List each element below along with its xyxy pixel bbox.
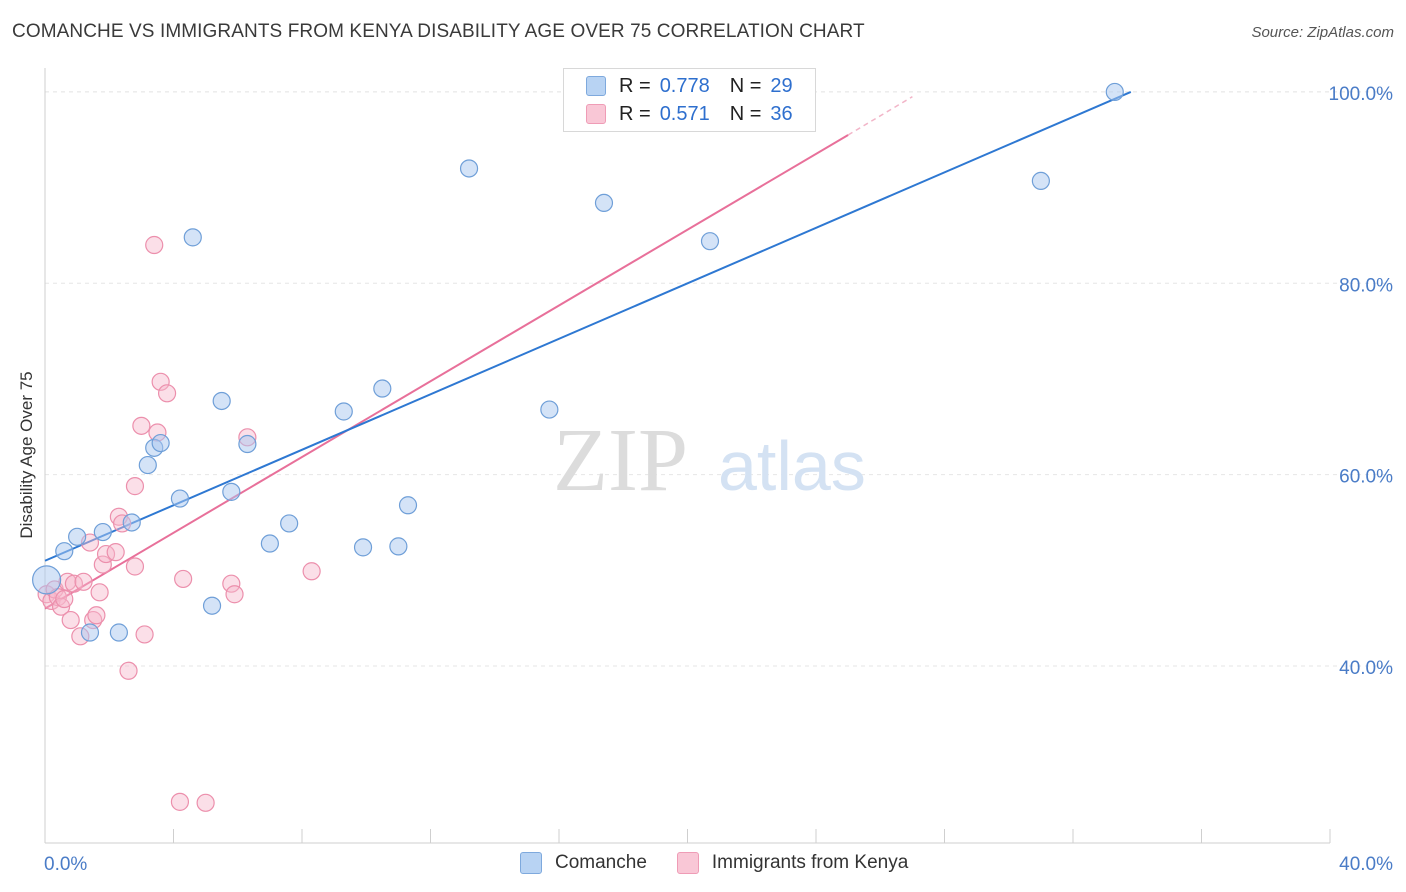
watermark-zip: ZIP	[553, 411, 688, 510]
legend-row-kenya: R = 0.571 N = 36	[586, 101, 793, 127]
legend-item-kenya: Immigrants from Kenya	[676, 852, 909, 874]
comanche-legend-label: Comanche	[555, 852, 647, 873]
comanche-trend-line	[44, 91, 1132, 562]
comanche-point	[260, 534, 279, 553]
comanche-point	[389, 537, 408, 556]
comanche-point	[55, 542, 74, 561]
comanche-point	[353, 538, 373, 557]
comanche-r-value: 0.778	[659, 74, 710, 97]
kenya-point	[93, 555, 112, 574]
comanche-point	[170, 489, 190, 508]
kenya-point	[90, 583, 109, 602]
kenya-trend-extension	[847, 96, 913, 136]
x-tick-label-min: 0.0%	[44, 854, 87, 875]
y-tick-label: 80.0%	[1339, 275, 1393, 296]
comanche-n-value: 29	[770, 74, 793, 97]
kenya-point	[302, 562, 321, 581]
comanche-point	[238, 434, 257, 454]
y-tick-label: 60.0%	[1339, 467, 1393, 488]
comanche-point	[151, 433, 170, 453]
comanche-point	[398, 496, 418, 515]
n-label: N =	[729, 74, 762, 97]
kenya-r-value: 0.571	[659, 102, 710, 125]
kenya-point	[119, 661, 138, 680]
comanche-point	[222, 482, 241, 501]
chart-title: COMANCHE VS IMMIGRANTS FROM KENYA DISABI…	[12, 21, 865, 42]
y-tick-label: 100.0%	[1329, 84, 1394, 105]
grid-lines	[45, 91, 1392, 667]
kenya-point	[87, 606, 106, 625]
comanche-point	[459, 159, 479, 178]
kenya-legend-swatch	[676, 852, 699, 874]
comanche-point	[80, 623, 100, 642]
comanche-point	[138, 455, 157, 475]
trend-lines	[44, 91, 1132, 610]
comanche-point	[594, 193, 614, 213]
y-tick-label: 40.0%	[1339, 658, 1393, 679]
kenya-point	[225, 585, 244, 604]
kenya-point	[55, 589, 74, 609]
kenya-point	[145, 235, 164, 255]
comanche-point	[700, 232, 720, 251]
comanche-point	[202, 596, 222, 615]
kenya-point	[196, 793, 215, 812]
kenya-point	[151, 372, 170, 391]
tick-labels: 40.0% 60.0% 80.0% 100.0% 0.0% 40.0%	[44, 84, 1393, 875]
kenya-trend-line	[44, 134, 849, 610]
watermark: ZIP atlas	[553, 411, 866, 510]
kenya-point	[170, 792, 190, 811]
comanche-point	[122, 513, 141, 532]
comanche-point	[280, 514, 299, 533]
kenya-point	[135, 625, 154, 644]
r-label: R =	[619, 102, 651, 125]
comanche-point	[32, 565, 62, 595]
comanche-swatch	[586, 76, 606, 96]
kenya-point	[222, 574, 241, 593]
comanche-point	[68, 527, 87, 546]
source-credit: Source: ZipAtlas.com	[1251, 24, 1394, 41]
comanche-point	[1031, 171, 1050, 191]
comanche-legend-swatch	[520, 852, 542, 874]
stats-legend: R = 0.778 N = 29 R = 0.571 N = 36	[563, 68, 816, 132]
comanche-point	[93, 522, 112, 542]
kenya-n-value: 36	[770, 102, 793, 125]
comanche-point	[373, 379, 392, 398]
comanche-point	[212, 391, 231, 411]
axes	[44, 68, 1331, 844]
r-label: R =	[619, 74, 651, 97]
kenya-legend-label: Immigrants from Kenya	[711, 852, 909, 873]
comanche-point	[334, 402, 353, 421]
kenya-point	[61, 610, 80, 630]
legend-item-comanche: Comanche	[520, 852, 647, 874]
watermark-atlas: atlas	[718, 427, 866, 505]
series-legend: Comanche Immigrants from Kenya	[520, 852, 938, 874]
n-label: N =	[729, 102, 762, 125]
kenya-point	[125, 477, 145, 496]
kenya-swatch	[586, 104, 606, 124]
kenya-point	[106, 543, 125, 562]
kenya-point	[74, 572, 93, 591]
kenya-point	[157, 384, 177, 403]
comanche-point	[109, 623, 128, 642]
comanche-point	[183, 228, 202, 247]
x-tick-label-max: 40.0%	[1339, 854, 1393, 875]
kenya-point	[174, 569, 193, 589]
kenya-point	[125, 557, 145, 576]
comanche-point	[540, 400, 559, 419]
comanche-point	[1105, 82, 1124, 102]
legend-row-comanche: R = 0.778 N = 29	[586, 73, 793, 99]
kenya-point	[132, 416, 151, 435]
